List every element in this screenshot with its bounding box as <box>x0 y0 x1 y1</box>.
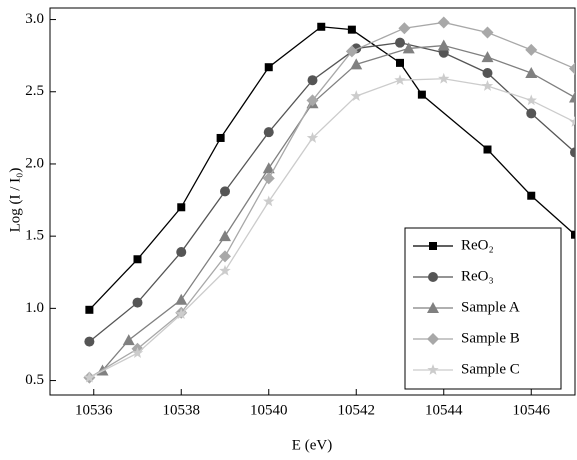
series-line <box>89 21 575 379</box>
marker <box>569 116 575 127</box>
marker <box>571 230 575 239</box>
x-tick-label: 10542 <box>338 402 376 418</box>
legend-label: ReO₂ <box>461 237 494 253</box>
marker <box>132 297 143 308</box>
marker <box>437 16 450 29</box>
marker <box>345 45 358 58</box>
x-tick-label: 10544 <box>425 402 463 418</box>
marker <box>525 66 538 78</box>
marker <box>526 108 537 119</box>
marker <box>395 37 405 48</box>
marker <box>570 147 575 158</box>
x-tick-label: 10540 <box>250 402 288 418</box>
marker <box>85 305 94 314</box>
marker <box>220 186 230 197</box>
marker <box>263 195 275 207</box>
marker <box>482 67 493 78</box>
marker <box>131 347 144 358</box>
x-tick-label: 10546 <box>513 402 551 418</box>
marker <box>481 26 494 39</box>
marker <box>133 255 142 264</box>
marker <box>396 58 404 67</box>
marker <box>216 133 225 142</box>
marker <box>525 43 538 56</box>
x-tick-label: 10536 <box>75 402 113 418</box>
marker <box>350 58 363 70</box>
marker <box>122 334 135 346</box>
marker <box>262 162 275 174</box>
marker <box>483 145 492 154</box>
marker <box>527 191 536 200</box>
marker <box>428 272 438 282</box>
marker <box>525 94 537 106</box>
y-tick-label: 1.0 <box>25 300 44 316</box>
series-line <box>89 78 575 379</box>
marker <box>417 90 426 99</box>
marker <box>569 62 575 75</box>
marker <box>394 74 406 86</box>
marker <box>263 127 274 138</box>
marker <box>262 172 275 185</box>
marker <box>438 72 450 84</box>
marker <box>398 22 411 35</box>
y-tick-label: 3.0 <box>25 11 44 27</box>
marker <box>427 302 439 313</box>
marker <box>175 308 187 319</box>
series-line <box>102 44 575 371</box>
y-axis-label: Log (I / I₀) <box>7 168 23 233</box>
marker <box>429 242 437 250</box>
marker <box>481 51 494 63</box>
marker <box>175 293 188 305</box>
marker <box>176 247 187 258</box>
legend-label: Sample B <box>461 330 520 346</box>
marker <box>317 22 326 31</box>
marker <box>219 230 231 242</box>
marker <box>306 94 319 107</box>
legend-label: ReO₃ <box>461 268 494 284</box>
marker <box>427 364 439 375</box>
marker <box>84 336 95 347</box>
series-line <box>88 41 575 343</box>
marker <box>347 25 356 34</box>
x-axis-label: E (eV) <box>292 437 332 453</box>
marker <box>219 250 231 263</box>
marker <box>307 75 318 86</box>
marker <box>481 79 494 91</box>
y-tick-label: 0.5 <box>25 372 44 388</box>
marker <box>219 264 231 276</box>
y-tick-label: 1.5 <box>25 228 44 244</box>
marker <box>350 90 362 101</box>
series-line <box>88 26 575 311</box>
marker <box>83 371 96 383</box>
marker <box>569 91 575 103</box>
legend-label: Sample A <box>461 299 520 315</box>
x-tick-label: 10538 <box>163 402 201 418</box>
marker <box>427 333 439 345</box>
legend-label: Sample C <box>461 361 520 377</box>
marker <box>437 39 450 51</box>
marker <box>402 42 415 54</box>
marker <box>177 203 186 212</box>
marker <box>264 63 273 72</box>
plot-frame <box>49 7 576 396</box>
y-tick-label: 2.0 <box>25 155 44 171</box>
marker <box>306 131 319 143</box>
y-tick-label: 2.5 <box>25 83 44 99</box>
